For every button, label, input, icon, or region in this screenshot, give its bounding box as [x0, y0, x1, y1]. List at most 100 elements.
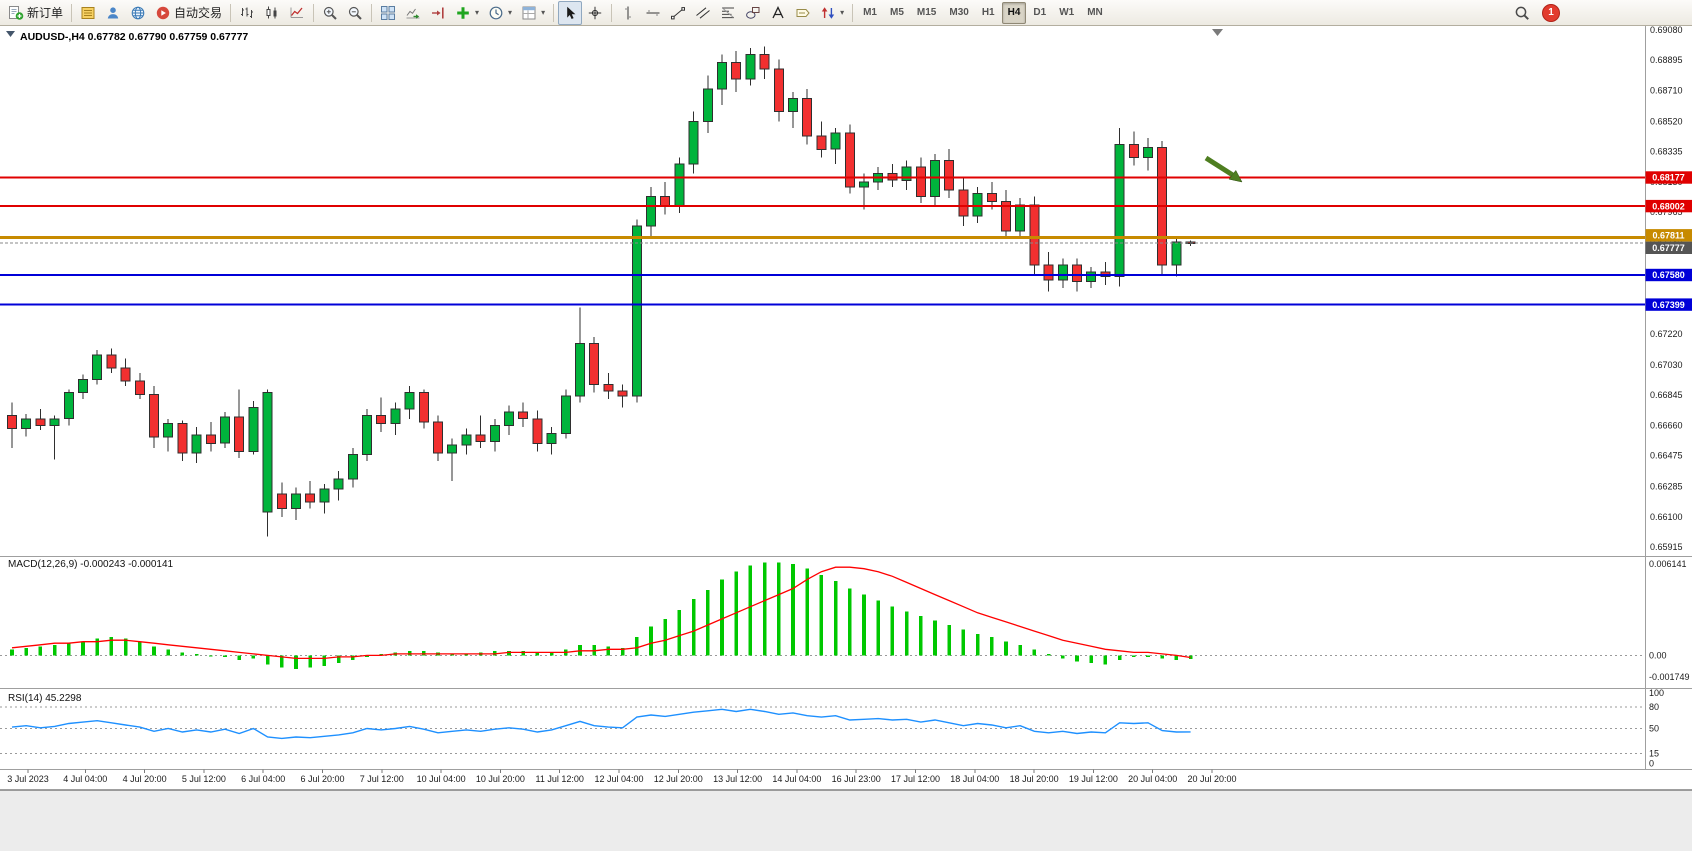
label-icon: [795, 5, 811, 21]
price-axis-label: 0.69080: [1650, 26, 1683, 35]
price-line-badge: 0.67580: [1652, 270, 1685, 280]
clock-icon: [488, 5, 504, 21]
tile-icon: [380, 5, 396, 21]
bars-icon: [239, 5, 255, 21]
candlestick-chart-button[interactable]: [260, 1, 284, 25]
window-background: [0, 790, 1692, 851]
equidistant-channel-button[interactable]: [691, 1, 715, 25]
time-axis-label: 17 Jul 12:00: [891, 774, 940, 784]
timeframe-h4-button[interactable]: H4: [1001, 1, 1027, 24]
resistance-line-1[interactable]: 0.68177: [0, 171, 1692, 184]
timeframe-d1-button[interactable]: D1: [1033, 7, 1047, 18]
shapes-icon: [745, 5, 761, 21]
toolbar-separator: [852, 3, 854, 22]
price-line-badge: 0.67399: [1652, 300, 1685, 310]
vline-icon: [620, 5, 636, 21]
trendline-button[interactable]: [666, 1, 690, 25]
fibonacci-button[interactable]: [716, 1, 740, 25]
auto-trading-button-label: 自动交易: [174, 6, 223, 20]
templates-button[interactable]: ▾: [517, 1, 549, 25]
periods-button[interactable]: ▾: [484, 1, 516, 25]
rsi-axis-label: 100: [1649, 688, 1664, 698]
pivot-line[interactable]: 0.67811: [0, 229, 1692, 242]
time-axis-label: 10 Jul 04:00: [417, 774, 466, 784]
autoscroll-icon: [405, 5, 421, 21]
autotrade-icon: [155, 5, 171, 21]
time-axis[interactable]: 3 Jul 2023 4 Jul 04:00 4 Jul 20:00 5 Jul 12…: [7, 769, 1237, 785]
horizontal-line-button[interactable]: [641, 1, 665, 25]
macd-axis-min: -0.001749: [1649, 672, 1690, 682]
search-icon: [1514, 5, 1530, 21]
new-order-icon: [8, 5, 24, 21]
timeframe-mn-button[interactable]: MN: [1087, 7, 1103, 18]
search-button[interactable]: [1510, 1, 1534, 25]
zoom-out-button[interactable]: [343, 1, 367, 25]
time-axis-label: 20 Jul 04:00: [1128, 774, 1177, 784]
hline-icon: [645, 5, 661, 21]
crosshair-button[interactable]: [583, 1, 607, 25]
timeframe-m30-button[interactable]: M30: [949, 7, 969, 18]
website-button[interactable]: [126, 1, 150, 25]
macd-axis-zero: 0.00: [1649, 650, 1667, 660]
time-axis-label: 10 Jul 20:00: [476, 774, 525, 784]
rsi-axis-label: 50: [1649, 724, 1659, 734]
text-icon: [770, 5, 786, 21]
chart-ohlc-header: AUDUSD-,H4 0.67782 0.67790 0.67759 0.677…: [20, 31, 248, 43]
shift-icon: [430, 5, 446, 21]
dom-icon: [80, 5, 96, 21]
macd-label: MACD(12,26,9) -0.000243 -0.000141: [8, 559, 174, 570]
price-line-badge: 0.68177: [1652, 173, 1685, 183]
price-line-badge: 0.68002: [1652, 201, 1685, 211]
arrows-button[interactable]: ▾: [816, 1, 848, 25]
new-order-button-label: 新订单: [27, 6, 64, 20]
zoom-in-button[interactable]: [318, 1, 342, 25]
depth-of-market-button[interactable]: [76, 1, 100, 25]
timeframe-w1-button[interactable]: W1: [1059, 7, 1075, 18]
vertical-line-button[interactable]: [616, 1, 640, 25]
notifications-badge[interactable]: 1: [1542, 3, 1560, 22]
resistance-line-2[interactable]: 0.68002: [0, 199, 1692, 213]
price-axis-label: 0.66100: [1650, 512, 1683, 522]
one-click-trading-toggle[interactable]: [6, 31, 15, 37]
support-line-1[interactable]: 0.67580: [0, 268, 1692, 282]
time-axis-label: 6 Jul 20:00: [300, 774, 344, 784]
price-chart-canvas[interactable]: 0.69080 0.68895 0.68710 0.68520 0.68335 0.681…: [0, 26, 1692, 790]
community-button[interactable]: [101, 1, 125, 25]
price-axis-label: 0.68335: [1650, 147, 1683, 157]
time-axis-label: 16 Jul 23:00: [832, 774, 881, 784]
timeframe-m1-button[interactable]: M1: [863, 7, 877, 18]
price-axis-label: 0.65915: [1650, 542, 1683, 552]
chart-shift-marker[interactable]: [1212, 29, 1223, 36]
timeframe-m5-button[interactable]: M5: [890, 7, 904, 18]
chart-shift-button[interactable]: [426, 1, 450, 25]
price-axis-label: 0.68710: [1650, 85, 1683, 95]
toolbar-separator: [553, 3, 555, 22]
arrows-icon: [820, 5, 836, 21]
tile-windows-button[interactable]: [376, 1, 400, 25]
bid-price-line: 0.67777: [0, 241, 1692, 254]
time-axis-label: 18 Jul 20:00: [1010, 774, 1059, 784]
new-order-button[interactable]: 新订单: [4, 1, 67, 25]
price-axis-label: 0.66660: [1650, 420, 1683, 430]
cursor-button[interactable]: [558, 0, 583, 25]
line-chart-button[interactable]: [285, 1, 309, 25]
time-axis-label: 14 Jul 04:00: [772, 774, 821, 784]
shapes-button[interactable]: [741, 1, 765, 25]
toolbar-separator: [313, 3, 315, 22]
text-label-button[interactable]: [791, 1, 815, 25]
time-axis-label: 5 Jul 12:00: [182, 774, 226, 784]
time-axis-label: 6 Jul 04:00: [241, 774, 285, 784]
support-line-2[interactable]: 0.67399: [0, 298, 1692, 311]
auto-trading-button[interactable]: 自动交易: [151, 1, 226, 25]
indicators-button[interactable]: ▾: [451, 1, 483, 25]
auto-scroll-button[interactable]: [401, 1, 425, 25]
globe-icon: [130, 5, 146, 21]
trend-arrow-annotation[interactable]: [1204, 155, 1243, 183]
text-button[interactable]: [766, 1, 790, 25]
timeframe-m15-button[interactable]: M15: [916, 7, 937, 18]
rsi-axis-label: 80: [1649, 702, 1659, 712]
trend-icon: [670, 5, 686, 21]
bar-chart-button[interactable]: [235, 1, 259, 25]
timeframe-h1-button[interactable]: H1: [981, 7, 995, 18]
